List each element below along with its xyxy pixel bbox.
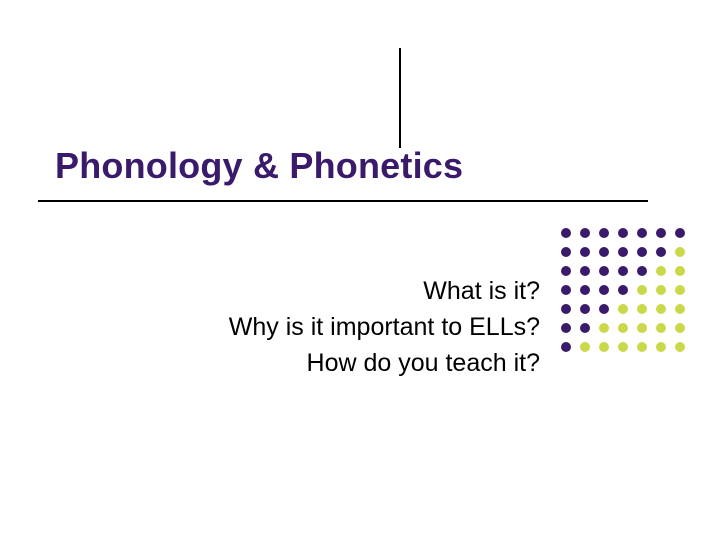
dot — [561, 266, 571, 276]
slide: Phonology & Phonetics What is it? Why is… — [0, 0, 720, 540]
dot — [675, 285, 685, 295]
dot — [618, 228, 628, 238]
dot — [675, 342, 685, 352]
dot — [618, 285, 628, 295]
dot — [675, 228, 685, 238]
dot — [561, 323, 571, 333]
dot — [618, 342, 628, 352]
dot — [580, 285, 590, 295]
dot — [580, 266, 590, 276]
dot — [580, 342, 590, 352]
dot — [637, 304, 647, 314]
dot — [656, 285, 666, 295]
dot — [618, 304, 628, 314]
dot — [580, 323, 590, 333]
dot — [599, 285, 609, 295]
dot — [675, 266, 685, 276]
slide-title: Phonology & Phonetics — [55, 145, 525, 187]
dot — [618, 266, 628, 276]
dot — [656, 342, 666, 352]
body-line-2: Why is it important to ELLs? — [70, 311, 540, 343]
dot — [637, 266, 647, 276]
dot — [618, 323, 628, 333]
dot — [599, 304, 609, 314]
dot — [637, 228, 647, 238]
dot — [561, 304, 571, 314]
title-area: Phonology & Phonetics — [55, 145, 525, 187]
title-underline — [38, 200, 648, 202]
dot — [599, 266, 609, 276]
dot — [656, 228, 666, 238]
dot — [599, 342, 609, 352]
dot — [561, 228, 571, 238]
body-line-3: How do you teach it? — [70, 347, 540, 379]
body-line-1: What is it? — [70, 275, 540, 307]
dot — [637, 342, 647, 352]
dot — [656, 304, 666, 314]
dot — [580, 304, 590, 314]
dot — [656, 247, 666, 257]
body-text: What is it? Why is it important to ELLs?… — [70, 275, 540, 383]
dot — [675, 304, 685, 314]
dot — [675, 323, 685, 333]
dot — [618, 247, 628, 257]
dot — [580, 228, 590, 238]
dot — [675, 247, 685, 257]
dot — [637, 323, 647, 333]
dot — [599, 228, 609, 238]
dot — [561, 342, 571, 352]
decorative-vertical-line — [399, 48, 401, 148]
dot — [637, 247, 647, 257]
dot — [561, 285, 571, 295]
dot — [656, 323, 666, 333]
dot — [637, 285, 647, 295]
dot — [656, 266, 666, 276]
dot — [599, 323, 609, 333]
dot — [561, 247, 571, 257]
dot — [599, 247, 609, 257]
dot — [580, 247, 590, 257]
